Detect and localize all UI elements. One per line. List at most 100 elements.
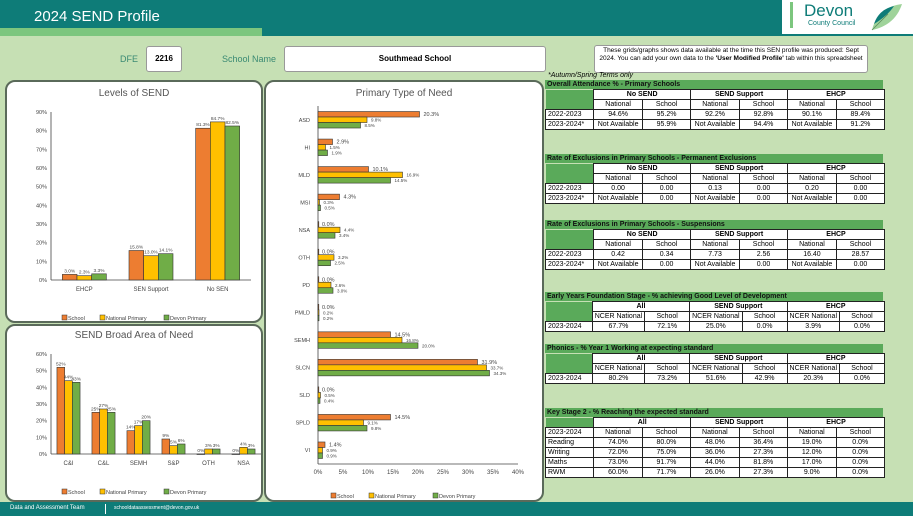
bar-national-primary [99,408,108,455]
data-label: 9.1% [368,420,378,425]
suspensions-table-block: Rate of Exclusions in Primary Schools - … [544,220,886,270]
bar-national-primary [317,419,364,426]
table-cell: 0.00 [642,183,692,194]
table-cell: 73.2% [644,373,691,384]
x-tick-label: EHCP [76,287,93,293]
table-row: 2023-2024* Not Available 95.9% Not Availabl… [544,119,886,130]
sub-header-row: NCER National School NCER National School NC… [545,363,885,374]
data-label: 10.1% [373,167,389,173]
legend-label: Devon Primary [170,490,207,496]
sub-header: School [835,239,886,250]
sub-header: School [839,311,885,322]
table-cell: Not Available [690,193,740,204]
x-tick-label: 20% [412,470,425,476]
data-label: 16.8% [406,338,419,343]
data-label: 0.5% [325,393,335,398]
bar-school [161,438,170,455]
table-row: 2023-2024 80.2% 73.2% 51.6% 42.9% 20.3% 0.0% [545,373,885,384]
bar-devon-primary [317,370,490,377]
x-tick-label: NSA [237,461,249,467]
table-cell: 16.40 [787,249,837,260]
legend-label: Devon Primary [439,494,476,500]
note-text-1: These grids/graphs shows data available … [599,47,859,62]
bar-devon-primary [317,122,361,129]
data-label: 25% [106,406,116,412]
table-cell: 9.0% [787,467,837,478]
sub-header-row: National School National School National Scho… [545,99,886,110]
bar-national-primary [317,116,368,123]
data-label: 20% [141,415,151,421]
table-cell: 89.4% [835,109,886,120]
bar-devon-primary [224,125,240,281]
bar-devon-primary [317,232,336,239]
sub-header: School [835,173,886,184]
info-note: These grids/graphs shows data available … [594,45,868,73]
bar-national-primary [134,425,143,455]
footer-email-link[interactable]: schooldataassessment@devon.gov.uk [114,505,200,511]
bar-devon-primary [212,448,221,455]
group-header-row: No SEND SEND Support EHCP [545,229,885,240]
data-table: All SEND Support EHCP NCER National School NC… [545,353,886,384]
data-label: 14.5% [395,332,411,338]
bar-school [317,166,369,173]
group-header: SEND Support [690,229,789,240]
chart-title: SEND Broad Area of Need [74,330,194,341]
table-cell: 81.8% [738,457,789,468]
sub-header: NCER National [689,363,743,374]
legend-swatch [61,488,68,495]
group-header: No SEND [593,229,692,240]
y-tick-label: NSA [299,228,311,234]
group-header: EHCP [786,353,886,364]
group-header: All [593,417,692,428]
table-title: Key Stage 2 - % Reaching the expected st… [545,408,883,417]
bar-national-primary [317,281,332,289]
data-label: 9.8% [371,426,381,431]
table-cell: 80.0% [641,437,692,448]
row-label: 2023-2024* [544,259,595,270]
group-header-row: All SEND Support EHCP [545,353,886,364]
table-cell: 95.2% [642,109,692,120]
data-label: 0.0% [322,387,335,393]
bar-devon-primary [317,204,321,211]
x-tick-label: No SEN [207,287,229,293]
row-label: 2023-2024 [545,321,593,332]
data-label: 1.4% [329,442,342,448]
y-tick-label: 60% [36,166,47,172]
x-tick-label: SEMH [130,461,147,467]
data-label: 8.5% [365,123,375,128]
sub-header-row: 2023-2024 National School National School Nat… [544,427,886,438]
data-label: 4% [240,441,248,447]
data-table: No SEND SEND Support EHCP National School Nat… [544,89,886,130]
table-title: Rate of Exclusions in Primary Schools - … [545,220,883,229]
bar-national-primary [317,199,320,206]
row-label: Maths [544,457,595,468]
data-label: 3.0% [64,268,76,274]
header-bar: 2024 SEND Profile Devon County Council [0,0,913,36]
data-label: 44% [64,375,74,381]
y-tick-label: PD [302,283,310,289]
table-cell: 74.0% [593,437,643,448]
bar-school [91,412,100,455]
data-label: 3% [213,443,221,449]
row-label: Reading [544,437,595,448]
y-tick-label: 20% [36,241,47,247]
sub-header: School [835,427,886,438]
levels-of-send-chart: 0% 10% 20% 30% 40% 50% 60% 70% 80% 90% EHCP 3.0% 2.3… [36,110,251,321]
table-title: Early Years Foundation Stage - % achievi… [545,292,883,301]
table-cell: Not Available [787,193,837,204]
data-label: 14.5% [395,178,408,183]
school-name-input[interactable]: Southmead School [284,46,546,72]
dfe-input[interactable]: 2216 [146,46,182,72]
data-label: 3.2% [338,255,348,260]
chart-title: Primary Type of Need [355,88,453,99]
sub-header: National [787,173,837,184]
data-label: 14.5% [395,415,411,421]
sub-header: National [787,427,837,438]
sub-header: School [642,239,692,250]
table-cell: Not Available [690,119,740,130]
table-cell: Not Available [690,259,740,270]
sub-header: School [741,363,788,374]
bar-school [317,331,391,338]
y-tick-label: HI [305,145,311,151]
table-row: Maths 73.0% 91.7% 44.0% 81.8% 17.0% 0.0% [544,457,886,468]
